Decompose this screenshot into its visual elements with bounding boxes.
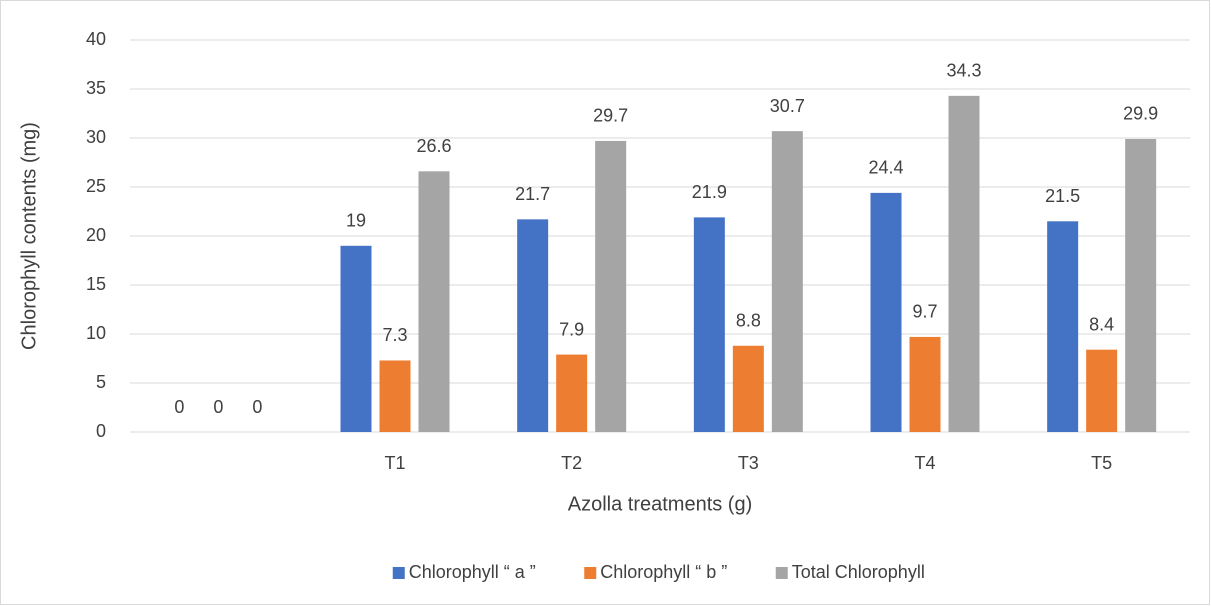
data-label: 9.7: [912, 302, 937, 322]
data-label: 26.6: [416, 136, 451, 156]
y-tick-label: 25: [86, 176, 106, 196]
bar: [1086, 349, 1118, 432]
data-label: 8.8: [736, 311, 761, 331]
data-label: 21.7: [515, 184, 550, 204]
data-label: 29.7: [593, 106, 628, 126]
data-label: 8.4: [1089, 314, 1114, 334]
y-tick-label: 0: [96, 421, 106, 441]
legend-label: Total Chlorophyll: [792, 562, 925, 582]
data-label: 21.9: [692, 182, 727, 202]
legend-label: Chlorophyll “ b ”: [600, 562, 727, 582]
bar: [517, 219, 549, 432]
y-tick-label: 10: [86, 323, 106, 343]
bar: [909, 336, 941, 432]
y-tick-label: 30: [86, 127, 106, 147]
bar: [771, 131, 803, 432]
x-tick-label: T4: [914, 453, 935, 473]
data-label: 34.3: [946, 61, 981, 81]
y-axis-label: Chlorophyll contents (mg): [18, 122, 40, 350]
x-tick-label: T3: [738, 453, 759, 473]
legend-swatch: [392, 567, 405, 579]
data-label: 19: [346, 211, 366, 231]
x-axis-label: Azolla treatments (g): [568, 493, 753, 515]
legend-label: Chlorophyll “ a ”: [409, 562, 536, 582]
data-label: 0: [174, 397, 184, 417]
bar: [556, 354, 588, 432]
bar: [870, 192, 902, 432]
x-tick-label: T5: [1091, 453, 1112, 473]
y-tick-label: 20: [86, 225, 106, 245]
data-label: 24.4: [868, 158, 903, 178]
data-label: 29.9: [1123, 104, 1158, 124]
bar: [595, 140, 627, 432]
bar: [418, 171, 450, 432]
data-label: 7.9: [559, 319, 584, 339]
bar: [732, 345, 764, 432]
y-tick-label: 40: [86, 29, 106, 49]
y-tick-label: 15: [86, 274, 106, 294]
data-label: 0: [252, 397, 262, 417]
x-tick-label: T2: [561, 453, 582, 473]
bar: [948, 95, 980, 433]
data-label: 0: [213, 397, 223, 417]
data-label: 7.3: [382, 325, 407, 345]
y-tick-label: 35: [86, 78, 106, 98]
data-label: 30.7: [770, 96, 805, 116]
bar: [693, 217, 725, 432]
legend-swatch: [775, 567, 788, 579]
data-label: 21.5: [1045, 186, 1080, 206]
bar: [1125, 138, 1157, 433]
bar: [1047, 221, 1079, 432]
x-tick-label: T1: [384, 453, 405, 473]
bar: [340, 245, 372, 432]
bar: [379, 360, 411, 432]
legend-swatch: [584, 567, 597, 579]
y-tick-label: 5: [96, 372, 106, 392]
